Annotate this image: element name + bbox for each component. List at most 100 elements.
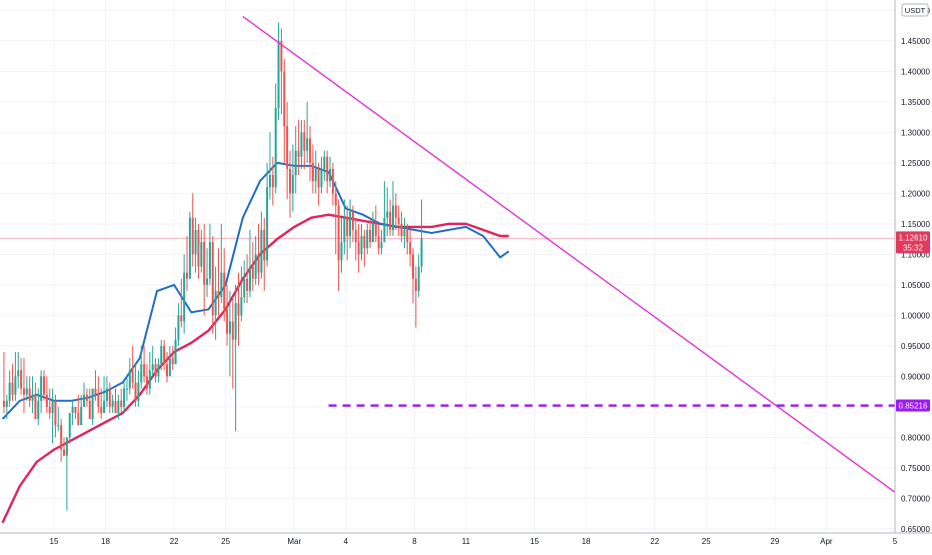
- candle: [31, 376, 34, 413]
- candle: [237, 272, 240, 346]
- candle: [349, 199, 352, 249]
- candle-body: [389, 211, 392, 230]
- candle: [163, 339, 166, 371]
- candle: [391, 181, 394, 237]
- candle-body: [340, 242, 343, 261]
- candle-body: [271, 175, 274, 188]
- candle-body: [54, 400, 57, 426]
- candle: [171, 345, 174, 371]
- candle: [371, 211, 374, 243]
- candle-body: [334, 193, 337, 206]
- candle-body: [48, 406, 51, 413]
- candle-body: [294, 150, 297, 176]
- candle-body: [34, 394, 37, 420]
- time-tick-label: 22: [170, 537, 179, 546]
- candle-body: [254, 254, 257, 279]
- candle-body: [137, 382, 140, 401]
- candle: [248, 229, 251, 298]
- price-tick-label: 0.95000: [901, 342, 930, 351]
- moving-average-slow-line: [1, 213, 509, 524]
- candle-body: [60, 425, 63, 450]
- candle: [414, 266, 417, 328]
- candle: [77, 394, 80, 426]
- candle-body: [354, 229, 357, 243]
- candle-body: [171, 358, 174, 365]
- candle-body: [2, 400, 5, 407]
- candle-body: [114, 400, 117, 413]
- time-tick-label: 25: [221, 537, 230, 546]
- candle-body: [63, 449, 66, 456]
- candle: [40, 370, 43, 413]
- candle-body: [343, 217, 346, 243]
- candle-body: [191, 217, 194, 255]
- candle-body: [346, 217, 349, 237]
- candle: [369, 217, 372, 249]
- currency-badge[interactable]: USDT: [901, 3, 929, 17]
- candle: [383, 181, 386, 243]
- price-tick-label: 1.15000: [901, 220, 930, 229]
- candle: [268, 132, 271, 200]
- time-axis[interactable]: 15 18 22 25 Mar 4 8 11 15 18 22 25 29 Apr 5: [50, 537, 898, 546]
- candle-body: [17, 370, 20, 377]
- candle-body: [211, 242, 214, 316]
- candle-body: [246, 278, 249, 291]
- candle: [306, 101, 309, 163]
- candle: [174, 327, 177, 365]
- last-price-tag: 1.12610 35:32: [896, 231, 930, 254]
- candle-body: [74, 406, 77, 413]
- candle-body: [363, 236, 366, 249]
- candle-body: [300, 132, 303, 157]
- candle: [42, 370, 45, 401]
- time-tick-label: 11: [462, 537, 471, 546]
- candle-body: [51, 400, 54, 413]
- candle: [74, 406, 77, 420]
- candle: [271, 156, 274, 206]
- candle-body: [329, 168, 332, 182]
- candle-body: [257, 254, 260, 273]
- candle-body: [280, 40, 283, 72]
- candle-body: [203, 242, 206, 285]
- price-axis[interactable]: 0.650000.700000.750000.800000.850000.900…: [901, 6, 930, 534]
- candle: [228, 290, 231, 377]
- candle: [54, 394, 57, 438]
- candle-body: [291, 175, 294, 194]
- candle-body: [323, 156, 326, 169]
- candles: [2, 22, 423, 511]
- candle: [217, 248, 220, 316]
- candle: [311, 144, 314, 194]
- time-tick-label: Mar: [287, 537, 301, 546]
- candle: [65, 437, 68, 511]
- candle: [57, 406, 60, 432]
- candle: [157, 358, 160, 383]
- candle-body: [377, 236, 380, 249]
- candle: [214, 266, 217, 340]
- price-tick-label: 1.05000: [901, 281, 930, 290]
- candle-body: [188, 217, 191, 279]
- candle: [411, 248, 414, 304]
- descending-trendline[interactable]: [242, 15, 896, 493]
- candle: [320, 156, 323, 194]
- candle: [108, 382, 111, 413]
- candle: [105, 376, 108, 407]
- candle: [231, 297, 234, 389]
- candle: [340, 217, 343, 273]
- candle-body: [65, 437, 68, 456]
- candle-body: [165, 364, 168, 377]
- candle: [326, 150, 329, 194]
- candle: [403, 217, 406, 249]
- candle: [366, 223, 369, 255]
- candle-body: [383, 217, 386, 243]
- candle-body: [88, 400, 91, 420]
- candle-body: [108, 388, 111, 407]
- candle-body: [68, 412, 71, 438]
- candle: [351, 205, 354, 243]
- candle-body: [100, 406, 103, 413]
- candle: [257, 223, 260, 285]
- time-tick-label: 22: [650, 537, 659, 546]
- candle-body: [160, 345, 163, 365]
- candle: [220, 223, 223, 304]
- candle-body: [42, 376, 45, 395]
- candle: [283, 59, 286, 163]
